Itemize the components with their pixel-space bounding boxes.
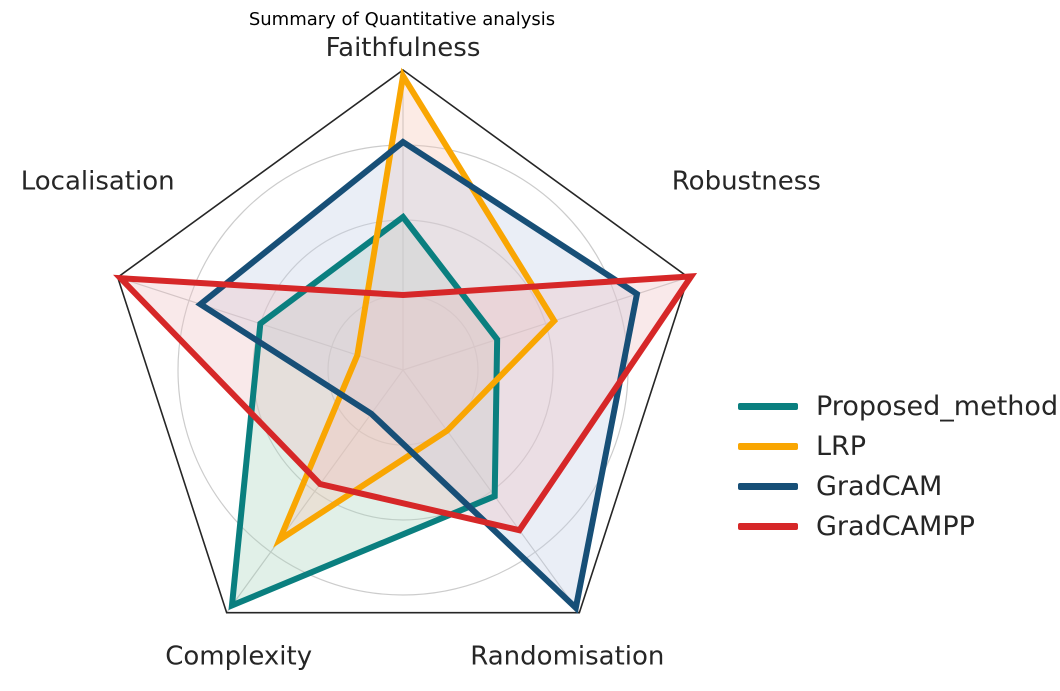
series-line-lrp xyxy=(272,67,559,548)
series-line-gradcam xyxy=(195,138,641,614)
outer-frame xyxy=(116,69,690,614)
chart-title: Summary of Quantitative analysis xyxy=(249,9,555,30)
series-line-proposed_method xyxy=(228,212,501,611)
radar-series xyxy=(113,67,698,614)
axis-label-faithfulness: Faithfulness xyxy=(326,33,481,63)
legend-swatch xyxy=(738,482,798,490)
legend-label: LRP xyxy=(816,430,867,462)
legend-swatch xyxy=(738,522,798,530)
legend-item-proposed_method: Proposed_method xyxy=(738,386,1058,426)
series-fill-lrp xyxy=(279,76,555,540)
chart-legend: Proposed_method LRP GradCAM GradCAMPP xyxy=(738,386,1058,546)
axis-label-robustness: Robustness xyxy=(672,166,821,196)
legend-swatch xyxy=(738,442,798,450)
spoke-complexity xyxy=(226,369,404,614)
legend-item-lrp: LRP xyxy=(738,426,1058,466)
series-fill-gradcampp xyxy=(120,276,692,531)
legend-label: Proposed_method xyxy=(816,390,1059,422)
spoke-randomisation xyxy=(402,369,580,614)
series-fill-gradcam xyxy=(200,142,637,608)
legend-label: GradCAMPP xyxy=(816,510,975,542)
legend-item-gradcampp: GradCAMPP xyxy=(738,506,1058,546)
series-line-gradcampp xyxy=(113,272,698,534)
axis-label-complexity: Complexity xyxy=(165,642,312,672)
legend-item-gradcam: GradCAM xyxy=(738,466,1058,506)
axis-label-localisation: Localisation xyxy=(21,166,175,196)
axis-label-randomisation: Randomisation xyxy=(470,642,664,672)
axis-labels: Faithfulness Robustness Randomisation Compl… xyxy=(21,33,821,672)
spoke-robustness xyxy=(402,276,689,371)
legend-label: GradCAM xyxy=(816,470,943,502)
legend-swatch xyxy=(738,402,798,410)
